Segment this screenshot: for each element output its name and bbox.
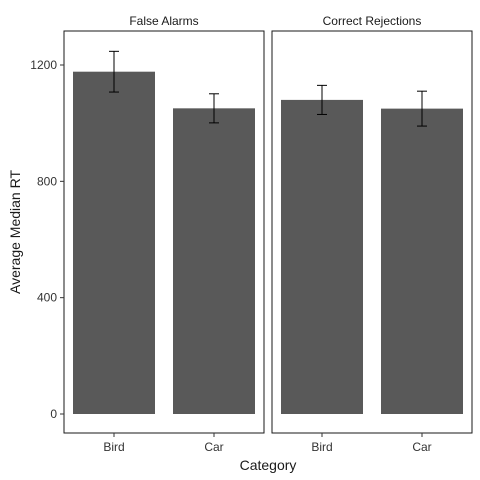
x-tick-label: Bird xyxy=(311,440,332,454)
bar-bird xyxy=(281,99,363,415)
bar-bird xyxy=(73,71,155,415)
x-tick-label: Car xyxy=(204,440,223,454)
x-tick-label: Bird xyxy=(103,440,124,454)
y-tick-label: 800 xyxy=(37,174,57,188)
panel-title: False Alarms xyxy=(129,14,198,28)
error-bar xyxy=(317,84,327,115)
panels: False Alarms Bird Car Correct Rejections Bir… xyxy=(63,14,473,454)
y-tick-label: 0 xyxy=(50,407,57,421)
error-bar xyxy=(417,90,427,127)
y-axis: 0 400 800 1200 xyxy=(30,58,64,421)
panel-1: False Alarms Bird Car xyxy=(63,14,265,454)
x-axis-title: Category xyxy=(240,457,297,473)
bar-car xyxy=(381,108,463,414)
panel-2: Correct Rejections Bird Car xyxy=(271,14,473,454)
y-tick-label: 400 xyxy=(37,291,57,305)
x-tick-label: Car xyxy=(412,440,431,454)
y-tick-label: 1200 xyxy=(30,58,57,72)
panel-title: Correct Rejections xyxy=(323,14,422,28)
error-bar xyxy=(209,93,219,124)
bar-car xyxy=(173,108,255,414)
y-axis-title: Average Median RT xyxy=(7,170,23,294)
error-bar xyxy=(109,50,119,93)
